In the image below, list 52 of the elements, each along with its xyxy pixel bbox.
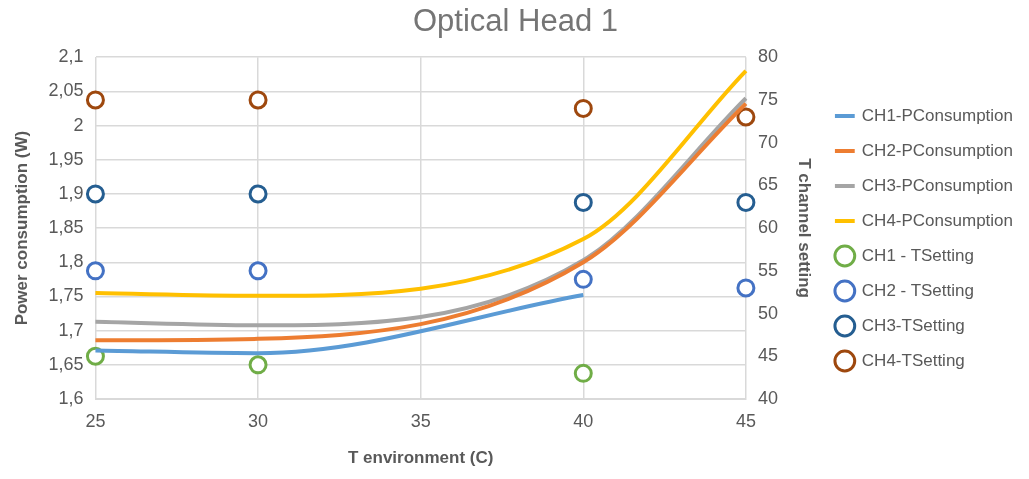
legend-label: CH4-PConsumption [861,210,1014,230]
y2-tick-label: 70 [757,131,778,152]
point [573,98,593,118]
y-tick-label: 1,65 [48,353,84,374]
y-tick-label: 1,85 [48,217,84,238]
y-tick-label: 1,9 [58,182,84,203]
point [736,107,756,127]
point [573,269,593,289]
chart-title: Optical Head 1 [412,3,619,39]
point [573,192,593,212]
point [85,184,105,204]
point [248,90,268,110]
point [85,261,105,281]
y2-tick-label: 45 [757,345,778,366]
point [248,184,268,204]
y2-tick-label: 60 [757,217,778,238]
y2-tick-label: 65 [757,174,778,195]
point [573,363,593,383]
point [736,192,756,212]
y-tick-label: 1,95 [48,148,84,169]
x-tick-label: 25 [85,410,106,431]
y-tick-label: 2 [73,114,84,135]
x-tick-label: 35 [410,410,431,431]
x-axis-title: T environment (C) [347,448,494,468]
legend-label: CH2 - TSetting [861,280,974,300]
x-tick-label: 45 [735,410,756,431]
y2-tick-label: 40 [757,387,778,408]
y2-tick-label: 55 [757,259,778,280]
y-tick-label: 1,75 [48,285,84,306]
y2-axis-title: T channel setting [795,158,815,298]
line-series [93,68,748,298]
legend-label: CH3-PConsumption [861,175,1014,195]
y-axis-title: Power consumption (W) [11,130,31,326]
x-tick-label: 40 [573,410,594,431]
point [248,355,268,375]
y-tick-label: 2,1 [58,46,84,67]
y2-tick-label: 75 [757,88,778,109]
y2-tick-label: 50 [757,302,778,323]
x-tick-label: 30 [248,410,269,431]
legend-label: CH1 - TSetting [861,245,974,265]
legend-label: CH3-TSetting [861,315,965,335]
y-tick-label: 1,7 [58,319,84,340]
legend-label: CH4-TSetting [861,350,965,370]
y-tick-label: 2,05 [48,80,84,101]
legend-label: CH2-PConsumption [861,140,1014,160]
legend-label: CH1-PConsumption [861,105,1014,125]
point [248,261,268,281]
point [85,90,105,110]
y2-tick-label: 80 [757,46,778,67]
y-tick-label: 1,6 [58,387,84,408]
point [736,278,756,298]
y-tick-label: 1,8 [58,251,84,272]
